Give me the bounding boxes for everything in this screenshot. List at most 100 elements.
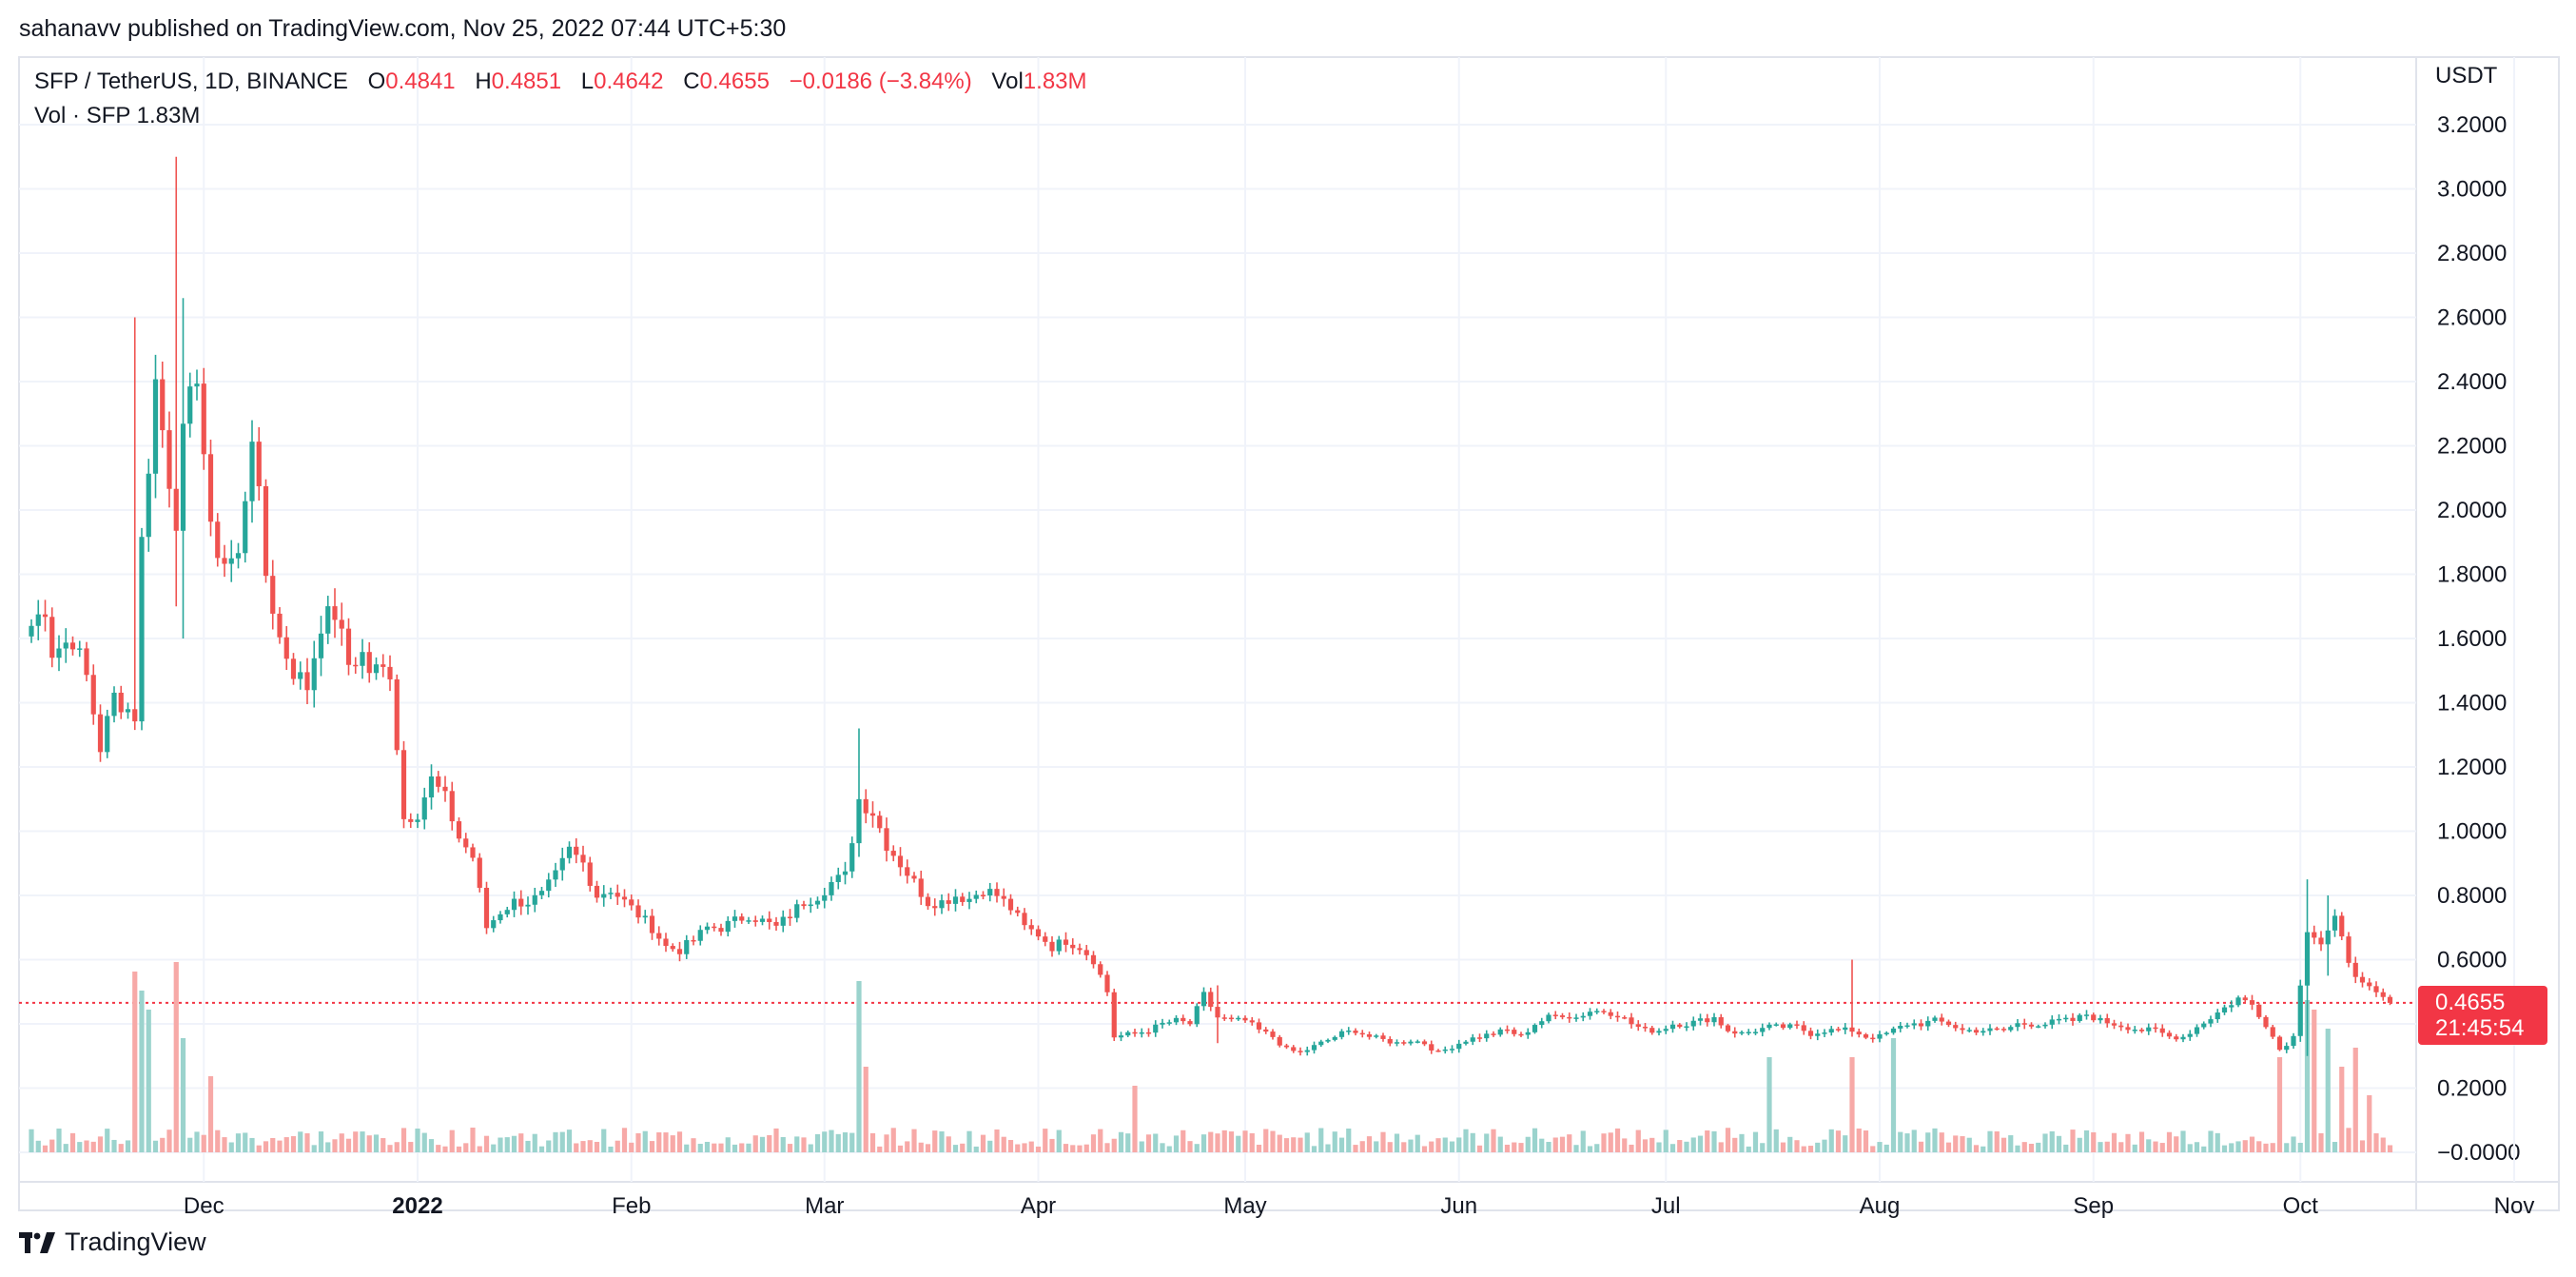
candle-body (546, 879, 552, 892)
volume-bar (1835, 1130, 1842, 1152)
volume-bar (1338, 1137, 1345, 1152)
candle-body (84, 648, 89, 676)
candle-body (1153, 1024, 1159, 1033)
volume-bar (2083, 1130, 2090, 1152)
volume-bar (29, 1129, 34, 1152)
candle-body (1904, 1025, 1910, 1028)
y-tick-label: 2.6000 (2437, 305, 2507, 331)
volume-bar (2056, 1135, 2062, 1152)
candle-body (1828, 1029, 1834, 1033)
candle-body (69, 642, 76, 650)
candle-body (215, 521, 221, 559)
change-value: −0.0186 (−3.84%) (789, 69, 972, 94)
volume-series-label[interactable]: Vol · SFP (34, 103, 130, 128)
candle-body (2276, 1036, 2283, 1051)
x-tick-label: Feb (612, 1193, 651, 1219)
candle-body (491, 920, 497, 929)
volume-bar (1449, 1141, 1455, 1152)
volume-bar (739, 1143, 745, 1152)
candle-body (35, 614, 41, 626)
volume-bar (973, 1146, 979, 1152)
volume-bar (849, 1132, 855, 1152)
candle-body (1711, 1016, 1717, 1023)
candle-body (504, 910, 510, 914)
candle-body (829, 881, 834, 895)
volume-bar (1304, 1132, 1310, 1152)
volume-bar (1725, 1128, 1731, 1152)
candle-body (2291, 1035, 2296, 1047)
volume-bar (360, 1131, 365, 1152)
volume-bar (2229, 1143, 2234, 1152)
candle-body (304, 672, 310, 691)
candle-body (2077, 1014, 2082, 1021)
candle-body (400, 750, 407, 819)
candle-body (1525, 1031, 1531, 1035)
volume-bar (35, 1140, 41, 1152)
candle-body (1145, 1031, 1152, 1034)
high-label: H (475, 69, 492, 94)
candle-body (1166, 1022, 1172, 1024)
candle-body (629, 899, 634, 906)
volume-bar (869, 1132, 876, 1152)
volume-bar (2063, 1144, 2069, 1152)
candle-body (2325, 930, 2331, 945)
volume-bar (1318, 1128, 1324, 1152)
candle-body (1773, 1024, 1779, 1026)
y-tick-label: 3.2000 (2437, 112, 2507, 138)
candle-body (1504, 1029, 1511, 1031)
candle-body (1925, 1020, 1931, 1027)
y-tick-label: 2.8000 (2437, 241, 2507, 266)
candle-body (2028, 1024, 2035, 1027)
candle-body (518, 898, 524, 907)
last-price-value: 0.4655 (2435, 990, 2506, 1015)
volume-bar (2118, 1142, 2124, 1152)
candle-body (1760, 1028, 1766, 1032)
x-tick-label: Sep (2073, 1193, 2114, 1219)
volume-bar (566, 1130, 573, 1152)
candle-body (1374, 1035, 1379, 1037)
candle-body (2194, 1027, 2200, 1034)
candle-body (1960, 1028, 1965, 1031)
volume-bar (408, 1142, 414, 1152)
candle-body (1945, 1021, 1952, 1026)
candle-body (1476, 1037, 1483, 1039)
volume-bar (1366, 1136, 1373, 1152)
volume-bar (1828, 1129, 1834, 1152)
volume-bar (897, 1145, 904, 1152)
candle-body (1484, 1033, 1490, 1039)
volume-bar (160, 1137, 166, 1152)
volume-bar (663, 1132, 669, 1152)
volume-bar (2373, 1133, 2379, 1152)
price-axis-unit[interactable]: USDT (2435, 63, 2498, 88)
volume-bar (601, 1129, 607, 1152)
x-tick-label: Nov (2494, 1193, 2535, 1219)
volume-bar (1567, 1134, 1572, 1152)
candle-body (712, 926, 717, 929)
volume-bar (2194, 1142, 2200, 1152)
volume-bar (2291, 1136, 2296, 1152)
candle-body (794, 904, 800, 918)
volume-bar (2346, 1128, 2352, 1152)
candle-body (663, 938, 669, 947)
candle-body (980, 894, 986, 896)
volume-bar (366, 1135, 372, 1152)
candle-body (63, 642, 68, 649)
volume-bar (69, 1132, 76, 1152)
volume-bar (415, 1129, 420, 1152)
publisher-header: sahanavv published on TradingView.com, N… (19, 15, 787, 42)
candle-body (97, 714, 104, 753)
volume-bar (2276, 1057, 2283, 1152)
candle-body (2056, 1018, 2062, 1021)
candle-body (1705, 1018, 1710, 1023)
symbol-label[interactable]: SFP / TetherUS, 1D, BINANCE (34, 69, 348, 94)
candle-body (559, 857, 565, 871)
candle-body (1856, 1031, 1862, 1035)
volume-bar (1035, 1146, 1042, 1152)
tradingview-footer[interactable]: TradingView (19, 1228, 206, 1257)
candle-body (90, 675, 96, 715)
volume-bar (1960, 1136, 1965, 1152)
volume-bar (1221, 1130, 1227, 1152)
candle-body (925, 896, 931, 907)
volume-bar (1497, 1136, 1503, 1152)
